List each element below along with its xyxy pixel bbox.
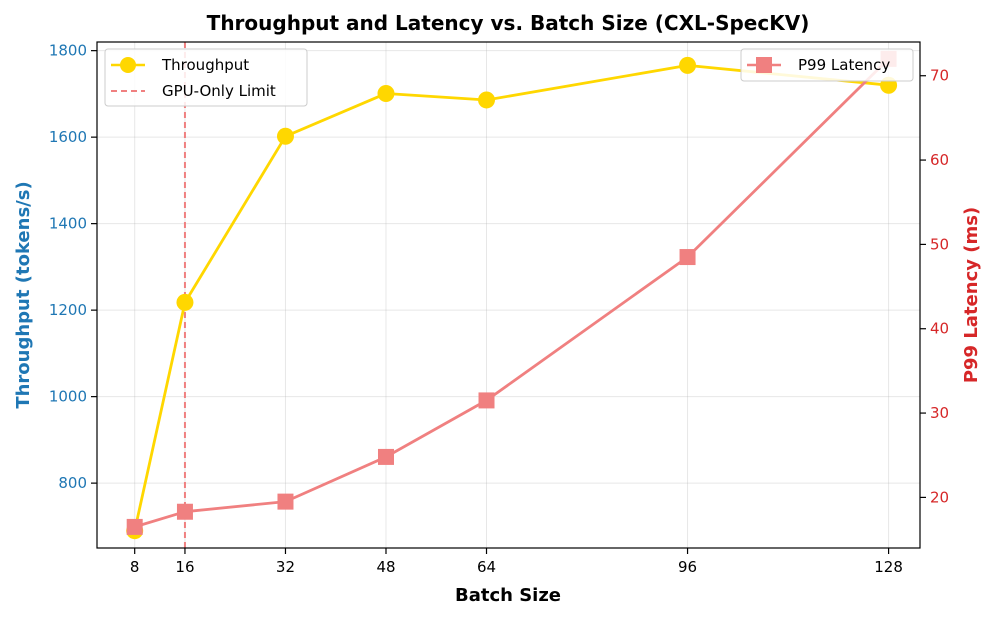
throughput-point (478, 91, 496, 109)
series-layer (126, 50, 898, 540)
legend-latency-label: P99 Latency (798, 56, 890, 74)
legend-left-box (104, 48, 308, 107)
p99-latency-point (277, 493, 294, 510)
chart-title: Throughput and Latency vs. Batch Size (C… (207, 11, 810, 35)
y-right-tick-label: 60 (930, 151, 949, 169)
y-right-tick-label: 70 (930, 67, 949, 85)
grid-layer (97, 42, 920, 548)
p99-latency-point (176, 503, 193, 520)
y-left-tick-label: 1800 (49, 42, 87, 60)
plot-frame (96, 41, 921, 549)
legend-throughput-marker (120, 57, 136, 73)
y-right-tick-label: 50 (930, 235, 949, 253)
throughput-point (276, 127, 294, 145)
y-axis-right-title: P99 Latency (ms) (961, 207, 982, 383)
throughput-point (679, 56, 697, 74)
legend-right-box (740, 48, 914, 82)
y-axis-left-title: Throughput (tokens/s) (13, 181, 34, 408)
legend-right: P99 Latency (740, 48, 914, 82)
axis-layer: 8 16 32 48 64 96 128 800 1000 1200 1400 1600 1800 20 3… (49, 42, 949, 576)
p99-latency-point (126, 518, 143, 535)
p99-latency-point (679, 249, 696, 266)
y-left-tick-label: 1200 (49, 301, 87, 319)
y-left-tick-label: 1600 (49, 128, 87, 146)
y-right-tick-label: 30 (930, 404, 949, 422)
legend-left: Throughput GPU-Only Limit (104, 48, 308, 107)
x-tick-label: 16 (175, 558, 194, 576)
x-tick-label: 48 (376, 558, 395, 576)
p99-latency-point (377, 448, 394, 465)
x-tick-label: 64 (477, 558, 496, 576)
y-right-tick-label: 20 (930, 488, 949, 506)
x-tick-label: 8 (130, 558, 140, 576)
x-axis-title: Batch Size (455, 585, 561, 606)
y-right-tick-label: 40 (930, 320, 949, 338)
y-left-tick-label: 1000 (49, 388, 87, 406)
throughput-line (133, 64, 889, 532)
throughput-point (176, 293, 194, 311)
legend-latency-marker (756, 57, 772, 73)
legend-throughput-label: Throughput (161, 56, 249, 74)
p99-latency-line (134, 57, 890, 529)
y-left-tick-label: 800 (58, 474, 87, 492)
throughput-point (377, 84, 395, 102)
x-tick-label: 32 (276, 558, 295, 576)
x-tick-label: 128 (874, 558, 903, 576)
x-tick-label: 96 (678, 558, 697, 576)
y-left-tick-label: 1400 (49, 215, 87, 233)
legend-gpu-limit-label: GPU-Only Limit (162, 82, 276, 100)
p99-latency-point (478, 392, 495, 409)
